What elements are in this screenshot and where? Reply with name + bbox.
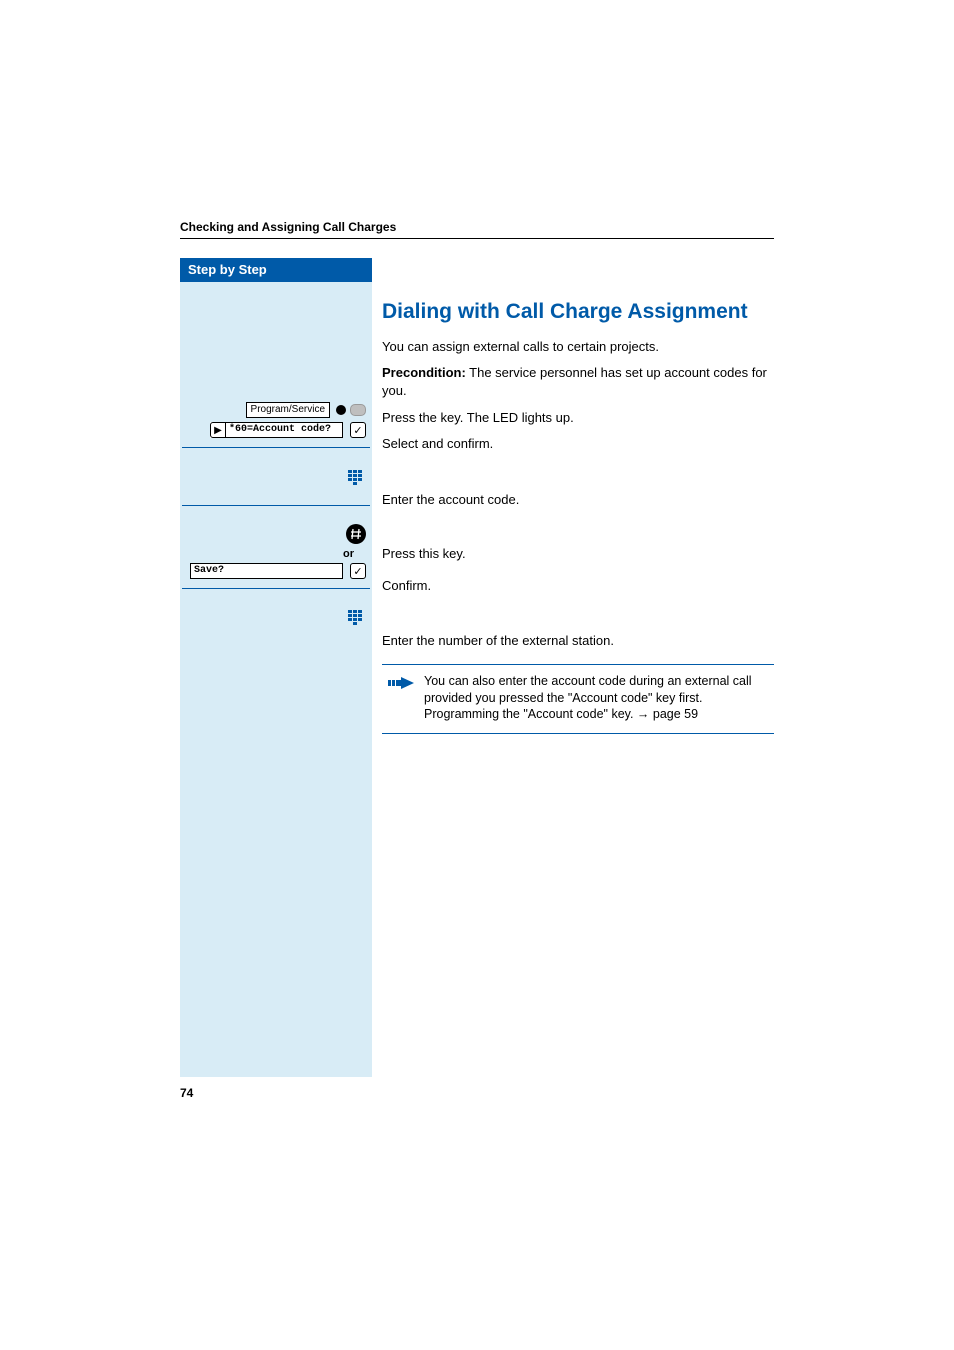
keypad-row-1	[180, 470, 366, 488]
or-label-row: or	[180, 548, 366, 560]
scroll-arrow-icon[interactable]: ▶	[210, 422, 226, 438]
note-line-1: You can also enter the account code duri…	[424, 674, 752, 705]
display-text-account: *60=Account code?	[226, 422, 343, 438]
pound-key-row	[180, 524, 366, 544]
led-off-icon	[350, 404, 366, 416]
keypad-row-2	[180, 610, 366, 628]
note-text: You can also enter the account code duri…	[424, 673, 768, 724]
step-confirm: Confirm.	[382, 577, 774, 595]
step-divider-2	[182, 505, 370, 506]
keypad-icon	[348, 470, 366, 488]
step-press-this-key: Press this key.	[382, 545, 774, 563]
right-column: Dialing with Call Charge Assignment You …	[382, 290, 774, 734]
step-press-led: Press the key. The LED lights up.	[382, 409, 774, 427]
step-enter-external: Enter the number of the external station…	[382, 632, 774, 650]
led-on-icon	[336, 405, 346, 415]
step-by-step-banner: Step by Step	[180, 258, 372, 282]
section-title: Dialing with Call Charge Assignment	[382, 300, 774, 324]
program-service-key-row: Program/Service	[180, 402, 366, 418]
display-box-save: Save?	[190, 563, 343, 579]
pound-glyph-icon	[350, 528, 362, 540]
page-ref-arrow-icon: →	[637, 707, 653, 721]
step-enter-account: Enter the account code.	[382, 491, 774, 509]
page: Checking and Assigning Call Charges Step…	[0, 0, 954, 1350]
keypad-icon-2	[348, 610, 366, 628]
header-rule	[180, 238, 774, 239]
step-divider-3	[182, 588, 370, 589]
precondition-label: Precondition:	[382, 365, 466, 380]
note-arrow-icon	[388, 675, 414, 724]
page-number: 74	[180, 1086, 193, 1100]
or-label: or	[180, 548, 366, 560]
note-box: You can also enter the account code duri…	[382, 664, 774, 735]
step-select-confirm: Select and confirm.	[382, 435, 774, 453]
confirm-check-icon[interactable]: ✓	[350, 422, 366, 438]
pound-key-icon[interactable]	[346, 524, 366, 544]
note-page-ref: page 59	[653, 707, 698, 721]
note-line-2: Programming the "Account code" key.	[424, 707, 633, 721]
running-header: Checking and Assigning Call Charges	[180, 220, 774, 234]
intro-text: You can assign external calls to certain…	[382, 338, 774, 356]
display-box: ▶ *60=Account code?	[210, 422, 343, 438]
precondition-text: Precondition: The service personnel has …	[382, 364, 774, 400]
display-account-row: ▶ *60=Account code? ✓	[180, 422, 366, 438]
program-service-key[interactable]: Program/Service	[246, 402, 330, 418]
display-save-row: Save? ✓	[180, 563, 366, 579]
display-text-save: Save?	[190, 563, 343, 579]
confirm-check-icon-2[interactable]: ✓	[350, 563, 366, 579]
step-divider-1	[182, 447, 370, 448]
